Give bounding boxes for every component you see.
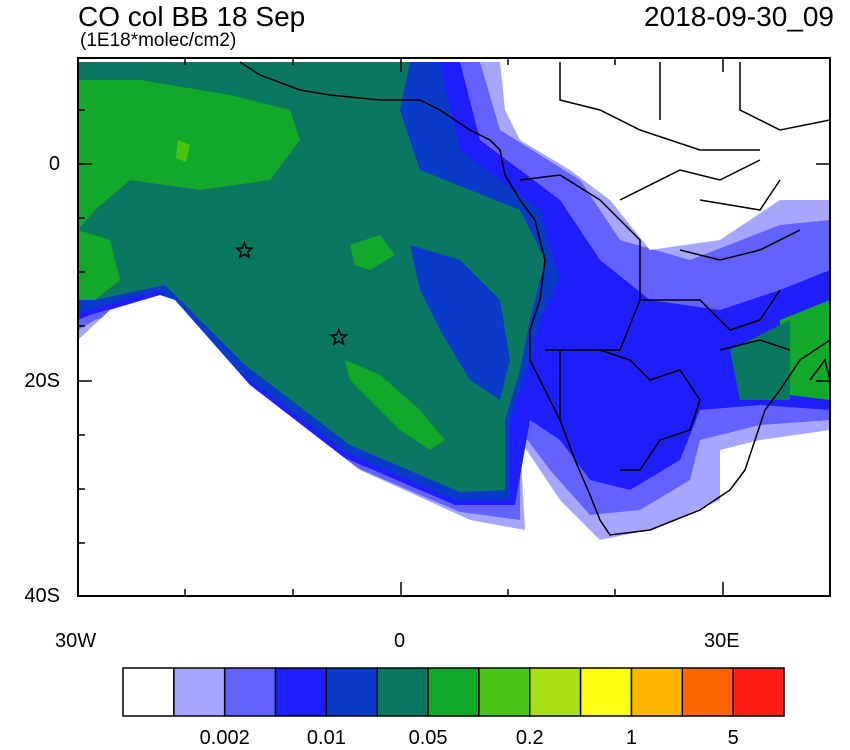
plot-frame [77,57,831,597]
co-field [78,62,830,596]
colorbar-swatch [529,667,582,717]
colorbar-swatch [478,667,531,717]
x-label-30e: 30E [704,630,740,652]
x-label-30w: 30W [55,630,97,652]
y-label-40s: 40S [24,585,60,607]
white-area-sw [78,295,520,596]
teal-patch-east [730,320,790,400]
colorbar-swatch [732,667,785,717]
star-1-marker [234,240,254,259]
colorbar-swatch [681,667,734,717]
map-title: CO col BB 18 Sep [78,1,306,32]
colorbar-label: 0.2 [515,727,544,749]
colorbar-swatch [579,667,633,717]
colorbar-label: 0.05 [408,727,448,749]
colorbar-label: 1 [625,727,638,749]
colorbar-swatch [376,667,429,717]
colorbar-label: 0.01 [306,727,346,749]
inner-blue-tongue [410,245,510,400]
colorbar-swatch [427,667,480,717]
x-label-0: 0 [394,630,406,652]
colorbar-swatch [630,667,684,717]
west-africa-coast [239,61,830,536]
y-label-0: 0 [48,153,60,175]
star-2-marker [329,327,349,346]
ticks [78,58,830,596]
green-patch-light [176,140,190,162]
green-patch-south [345,360,445,450]
colorbar-swatch [173,667,226,717]
white-area-africa [500,62,830,250]
green-patch-center [350,235,395,270]
colorbar-label: 0.002 [199,727,250,749]
colorbar-swatch [122,667,175,717]
green-patch-w [78,230,120,300]
timestamp: 2018-09-30_09 [644,1,834,32]
colorbar-label: 5 [727,727,739,749]
markers [234,240,349,346]
horn-and-east-borders [559,62,830,211]
units-label: (1E18*molec/cm2) [80,30,237,51]
green-patch-nw [78,80,300,230]
colorbar-swatch [325,667,378,717]
y-label-20s: 20S [24,370,60,392]
colorbar [122,667,785,717]
green-patch-east [780,300,830,400]
african-interior-borders [519,159,801,471]
colorbar-swatch [223,667,277,717]
white-area-s-africa [520,430,830,596]
colorbar-swatch [274,667,328,717]
coastlines [239,61,830,536]
madagascar [809,358,830,381]
